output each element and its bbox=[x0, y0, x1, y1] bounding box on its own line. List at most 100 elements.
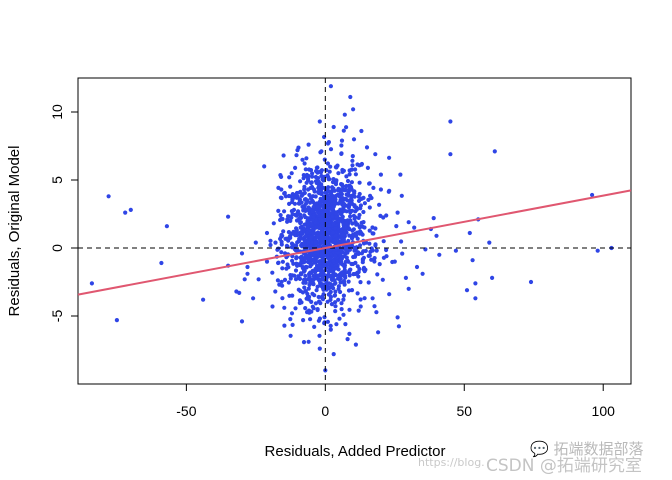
data-point bbox=[341, 279, 347, 284]
data-point bbox=[264, 259, 270, 264]
data-point bbox=[311, 231, 316, 236]
data-point bbox=[346, 190, 351, 195]
data-point bbox=[339, 227, 344, 232]
data-point bbox=[354, 222, 359, 227]
data-point bbox=[313, 240, 318, 245]
data-point bbox=[361, 220, 366, 225]
data-point bbox=[372, 259, 377, 264]
data-point bbox=[322, 315, 327, 320]
data-point bbox=[311, 205, 316, 210]
data-point bbox=[237, 290, 242, 295]
data-point bbox=[309, 180, 314, 186]
data-point bbox=[338, 253, 344, 259]
data-point bbox=[374, 248, 379, 253]
data-point bbox=[314, 165, 319, 170]
data-point bbox=[318, 301, 323, 306]
data-point bbox=[414, 264, 420, 270]
data-point bbox=[299, 200, 304, 205]
data-point bbox=[330, 214, 335, 219]
data-point bbox=[304, 207, 309, 212]
data-point bbox=[333, 304, 338, 309]
data-point bbox=[324, 209, 329, 215]
data-point bbox=[292, 195, 297, 200]
data-point bbox=[371, 185, 376, 190]
data-point bbox=[300, 204, 305, 209]
data-point bbox=[381, 215, 386, 220]
data-point bbox=[355, 264, 360, 269]
y-axis-ticks: -5 0 5 10 bbox=[49, 104, 78, 322]
data-point bbox=[300, 157, 305, 162]
data-point bbox=[492, 149, 497, 154]
data-point bbox=[264, 230, 270, 236]
data-point bbox=[338, 190, 343, 195]
data-point bbox=[278, 195, 283, 200]
data-point bbox=[336, 171, 341, 176]
data-point bbox=[343, 187, 348, 193]
data-point bbox=[288, 273, 293, 278]
data-point bbox=[343, 196, 348, 201]
data-point bbox=[361, 241, 367, 246]
data-point bbox=[271, 221, 276, 226]
data-point bbox=[356, 198, 362, 203]
data-point bbox=[342, 268, 347, 273]
data-point bbox=[317, 264, 322, 269]
data-point bbox=[253, 240, 258, 245]
data-point bbox=[344, 209, 349, 214]
data-point bbox=[299, 243, 304, 248]
data-point bbox=[282, 305, 287, 310]
data-point bbox=[282, 323, 287, 328]
data-point bbox=[297, 216, 302, 221]
data-point bbox=[302, 161, 307, 166]
data-point bbox=[303, 277, 308, 282]
data-point bbox=[292, 231, 297, 236]
data-point bbox=[315, 250, 321, 256]
data-point bbox=[378, 187, 383, 192]
data-point bbox=[412, 225, 417, 230]
data-point bbox=[341, 312, 346, 317]
data-point bbox=[331, 186, 336, 191]
data-point bbox=[329, 302, 334, 307]
data-point bbox=[308, 168, 314, 173]
data-point bbox=[353, 342, 358, 347]
data-point bbox=[349, 236, 355, 241]
data-point bbox=[374, 310, 379, 315]
data-point bbox=[301, 260, 306, 265]
data-point bbox=[353, 215, 358, 220]
data-point bbox=[276, 185, 281, 190]
data-point bbox=[347, 183, 352, 188]
data-point bbox=[356, 250, 361, 255]
data-point bbox=[328, 236, 333, 241]
data-point bbox=[344, 174, 349, 179]
data-point bbox=[334, 179, 339, 184]
data-point bbox=[292, 243, 297, 248]
data-point bbox=[286, 265, 291, 270]
data-point bbox=[331, 258, 336, 263]
data-point bbox=[341, 128, 346, 133]
data-point bbox=[353, 271, 358, 276]
data-point bbox=[304, 264, 309, 270]
points-layer bbox=[89, 84, 614, 373]
data-point bbox=[376, 330, 381, 335]
data-point bbox=[431, 216, 436, 221]
data-point bbox=[398, 172, 403, 177]
data-point bbox=[346, 270, 351, 275]
data-point bbox=[470, 258, 475, 263]
data-point bbox=[333, 300, 338, 305]
data-point bbox=[319, 282, 324, 287]
data-point bbox=[400, 251, 405, 256]
data-point bbox=[364, 145, 370, 150]
data-point bbox=[332, 293, 338, 298]
data-point bbox=[316, 190, 321, 195]
data-point bbox=[346, 238, 351, 244]
data-point bbox=[280, 296, 285, 301]
y-axis-label: Residuals, Original Model bbox=[6, 146, 23, 317]
data-point bbox=[302, 190, 307, 196]
data-point bbox=[323, 248, 328, 253]
data-point bbox=[311, 258, 316, 263]
data-point bbox=[348, 218, 353, 223]
data-point bbox=[316, 294, 321, 300]
data-point bbox=[333, 197, 338, 202]
data-point bbox=[348, 214, 353, 219]
data-point bbox=[487, 240, 492, 245]
data-point bbox=[310, 171, 315, 176]
